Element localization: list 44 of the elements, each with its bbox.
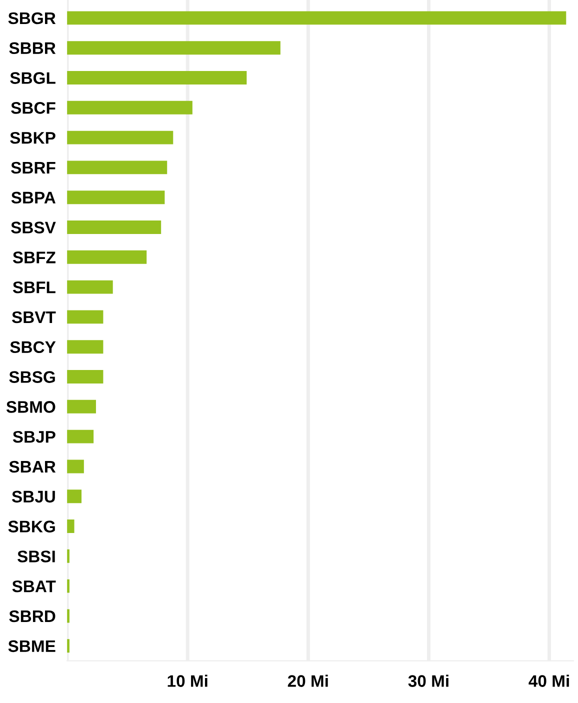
bar bbox=[67, 11, 566, 25]
y-tick-label: SBME bbox=[8, 640, 56, 652]
bar bbox=[67, 71, 247, 84]
y-tick-label: SBJP bbox=[12, 430, 56, 443]
bar bbox=[67, 100, 192, 114]
bar bbox=[67, 250, 147, 264]
bar bbox=[67, 340, 104, 354]
y-tick-label: SBAT bbox=[12, 580, 56, 592]
x-tick-label: 40 Mi bbox=[528, 674, 569, 687]
bar bbox=[67, 520, 74, 533]
bar bbox=[67, 490, 82, 504]
bar bbox=[67, 310, 104, 324]
y-tick-label: SBRF bbox=[11, 162, 56, 174]
y-tick-label: SBKP bbox=[10, 132, 56, 144]
y-tick-label: SBSI bbox=[18, 550, 55, 562]
bar bbox=[67, 130, 174, 144]
y-tick-label: SBFL bbox=[12, 281, 56, 294]
bar bbox=[67, 160, 168, 174]
y-tick-label: SBFZ bbox=[12, 252, 56, 264]
bar bbox=[67, 41, 280, 55]
bar bbox=[67, 220, 162, 234]
y-tick-label: SBJU bbox=[12, 490, 55, 503]
bar bbox=[67, 460, 84, 474]
y-tick-label: SBPA bbox=[11, 192, 56, 204]
x-tick-label: 30 Mi bbox=[408, 674, 448, 687]
y-tick-label: SBGL bbox=[10, 72, 56, 84]
bar bbox=[67, 280, 113, 294]
bar bbox=[67, 190, 165, 204]
x-tick-label: 20 Mi bbox=[288, 674, 328, 687]
bar bbox=[67, 430, 94, 444]
bar bbox=[67, 400, 96, 414]
bar bbox=[67, 370, 104, 384]
y-tick-label: SBKG bbox=[8, 520, 55, 532]
y-tick-label: SBSG bbox=[9, 371, 55, 383]
y-tick-label: SBGR bbox=[8, 12, 56, 24]
y-tick-label: SBMO bbox=[6, 401, 56, 413]
y-tick-label: SBCF bbox=[11, 102, 56, 114]
y-tick-label: SBVT bbox=[12, 311, 56, 324]
y-tick-label: SBAR bbox=[9, 460, 56, 473]
y-tick-label: SBBR bbox=[9, 42, 56, 54]
y-tick-label: SBRD bbox=[9, 610, 56, 622]
y-tick-label: SBSV bbox=[11, 222, 56, 234]
x-tick-label: 10 Mi bbox=[168, 674, 208, 687]
y-tick-label: SBCY bbox=[10, 341, 56, 354]
